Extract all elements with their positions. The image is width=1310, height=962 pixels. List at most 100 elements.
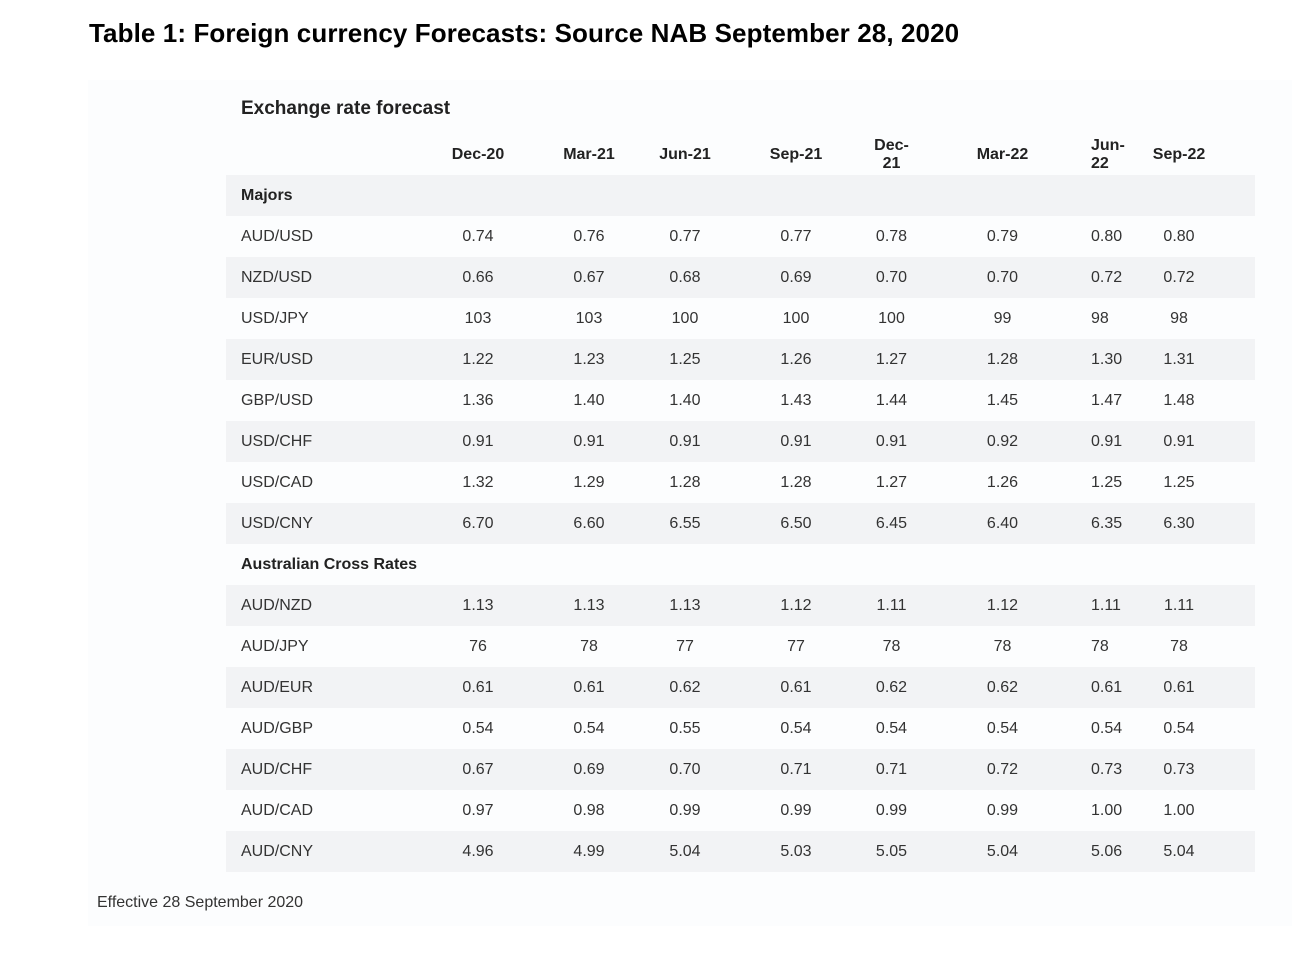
currency-pair: USD/CAD xyxy=(241,473,314,491)
rate-cell: 1.00 xyxy=(1091,801,1123,819)
rate-cell: 1.26 xyxy=(723,339,869,380)
rate-cell: 1.45 xyxy=(986,391,1019,409)
rate-cell: 0.62 xyxy=(647,667,723,708)
section-label: Majors xyxy=(226,175,1255,216)
column-header: Sep-21 xyxy=(769,145,823,163)
rate-cell: 0.61 xyxy=(425,667,531,708)
rate-cell: 100 xyxy=(782,309,810,327)
rate-cell: 0.70 xyxy=(914,257,1091,298)
rate-cell: 1.28 xyxy=(914,339,1091,380)
rate-cell: 1.13 xyxy=(531,585,647,626)
rate-cell: 5.04 xyxy=(1103,831,1255,872)
rate-cell: 6.55 xyxy=(647,503,723,544)
rate-cell: 0.98 xyxy=(573,801,605,819)
rate-cell: 0.70 xyxy=(647,749,723,790)
rate-cell: 0.80 xyxy=(1163,227,1195,245)
rate-cell: 0.54 xyxy=(986,719,1019,737)
currency-pair: AUD/USD xyxy=(241,227,314,245)
rate-cell: 1.00 xyxy=(1163,801,1195,819)
header-row: Dec-20 Mar-21 Jun-21 Sep-21 Dec-21 Mar-2… xyxy=(226,134,1255,175)
rate-cell: 0.72 xyxy=(914,749,1091,790)
document-title: Table 1: Foreign currency Forecasts: Sou… xyxy=(89,18,960,48)
rate-cell: 1.12 xyxy=(723,585,869,626)
rate-cell: 6.30 xyxy=(1103,503,1255,544)
rate-cell: 0.54 xyxy=(462,719,494,737)
rate-cell: 1.27 xyxy=(875,473,908,491)
rate-cell: 0.91 xyxy=(869,421,914,462)
forecast-panel: Exchange rate forecast Dec-20 Mar-21 Jun… xyxy=(88,80,1292,926)
column-header: Jun-22 xyxy=(1091,136,1125,172)
rate-cell: 6.60 xyxy=(531,503,647,544)
currency-pair: EUR/USD xyxy=(226,339,425,380)
rate-cell: 1.29 xyxy=(573,473,605,491)
rate-cell: 0.71 xyxy=(869,749,914,790)
rate-cell: 1.25 xyxy=(647,339,723,380)
table-row: USD/JPY 103 103 100 100 100 99 98 98 xyxy=(226,298,1255,339)
column-header: Dec-21 xyxy=(874,136,909,172)
rate-cell: 98 xyxy=(1170,309,1188,327)
header-pair-column xyxy=(226,134,425,175)
rate-cell: 0.54 xyxy=(875,719,908,737)
table-row: AUD/CAD 0.97 0.98 0.99 0.99 0.99 0.99 1.00 1.00 xyxy=(226,790,1255,831)
rate-cell: 103 xyxy=(575,309,603,327)
rate-cell: 78 xyxy=(580,637,598,655)
rate-cell: 100 xyxy=(878,309,905,327)
rate-cell: 1.27 xyxy=(869,339,914,380)
rate-cell: 78 xyxy=(1170,637,1188,655)
rate-cell: 0.71 xyxy=(723,749,869,790)
column-header: Mar-21 xyxy=(563,145,615,163)
rate-cell: 0.69 xyxy=(723,257,869,298)
currency-pair: AUD/EUR xyxy=(226,667,425,708)
rate-cell: 0.62 xyxy=(914,667,1091,708)
rate-cell: 0.61 xyxy=(531,667,647,708)
rate-cell: 0.54 xyxy=(1091,719,1123,737)
rate-cell: 0.54 xyxy=(573,719,605,737)
rate-cell: 6.40 xyxy=(914,503,1091,544)
rate-cell: 1.11 xyxy=(1091,585,1121,626)
rate-cell: 0.68 xyxy=(647,257,723,298)
rate-cell: 5.03 xyxy=(723,831,869,872)
rate-cell: 0.54 xyxy=(780,719,812,737)
rate-cell: 99 xyxy=(993,309,1012,327)
rate-cell: 6.45 xyxy=(869,503,914,544)
rate-cell: 0.99 xyxy=(986,801,1019,819)
rate-cell: 1.40 xyxy=(573,391,605,409)
footnote: Effective 28 September 2020 xyxy=(97,894,304,911)
rate-cell: 1.25 xyxy=(1091,473,1123,491)
rate-cell: 1.22 xyxy=(425,339,531,380)
rate-cell: 0.78 xyxy=(875,227,908,245)
rate-cell: 5.04 xyxy=(647,831,723,872)
exchange-rate-table: Dec-20 Mar-21 Jun-21 Sep-21 Dec-21 Mar-2… xyxy=(226,134,1255,872)
rate-cell: 4.99 xyxy=(531,831,647,872)
rate-cell: 0.91 xyxy=(1103,421,1255,462)
rate-cell: 0.66 xyxy=(425,257,531,298)
currency-pair: AUD/CAD xyxy=(241,801,314,819)
rate-cell: 0.80 xyxy=(1091,227,1123,245)
currency-pair: AUD/CNY xyxy=(226,831,425,872)
rate-cell: 1.13 xyxy=(647,585,723,626)
rate-cell: 5.04 xyxy=(914,831,1091,872)
currency-pair: USD/CHF xyxy=(226,421,425,462)
currency-pair: AUD/NZD xyxy=(226,585,425,626)
rate-cell: 1.30 xyxy=(1091,339,1122,380)
rate-cell: 1.48 xyxy=(1163,391,1195,409)
rate-cell: 6.35 xyxy=(1091,503,1122,544)
rate-cell: 77 xyxy=(676,637,694,655)
rate-cell: 0.72 xyxy=(1103,257,1255,298)
rate-cell: 0.79 xyxy=(986,227,1019,245)
table-row: AUD/JPY 76 78 77 77 78 78 78 78 xyxy=(226,626,1255,667)
rate-cell: 1.11 xyxy=(1103,585,1255,626)
rate-cell: 0.99 xyxy=(875,801,908,819)
rate-cell: 98 xyxy=(1091,309,1109,327)
rate-cell: 1.23 xyxy=(531,339,647,380)
rate-cell: 0.76 xyxy=(573,227,605,245)
rate-cell: 76 xyxy=(469,637,487,655)
table-row: AUD/GBP 0.54 0.54 0.55 0.54 0.54 0.54 0.54 0.54 xyxy=(226,708,1255,749)
currency-pair: AUD/JPY xyxy=(241,637,309,655)
rate-cell: 1.28 xyxy=(780,473,812,491)
